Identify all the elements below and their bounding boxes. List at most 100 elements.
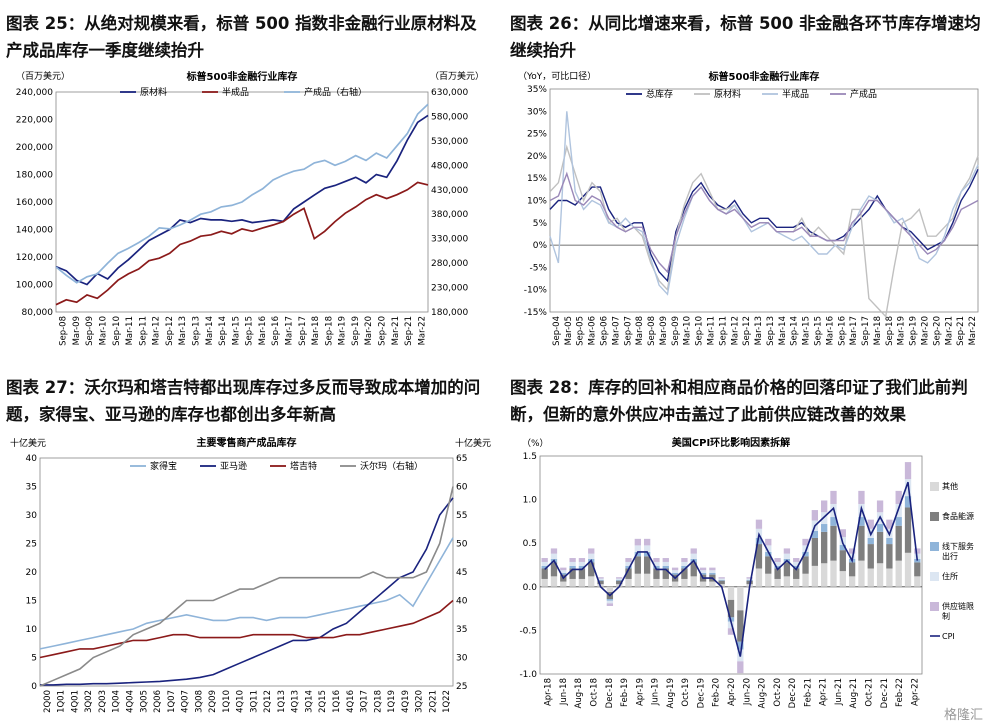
bar-segment	[802, 545, 809, 552]
x-tick-label: Mar-19	[897, 316, 907, 345]
bar-segment	[643, 551, 651, 557]
bar-segment	[653, 561, 660, 566]
y-axis-unit: （YoY，可比口径）	[518, 70, 596, 82]
x-tick-label: Mar-08	[635, 316, 645, 345]
legend-label: 半成品	[782, 88, 809, 100]
x-tick-label: Sep-12	[742, 316, 752, 346]
bar-segment	[690, 548, 697, 554]
x-tick-label: 3Q02	[84, 690, 94, 713]
bar-segment	[839, 544, 846, 551]
bar-segment	[867, 544, 874, 569]
bar-segment	[886, 568, 893, 587]
bar-segment	[653, 578, 660, 587]
y-tick-label: 25%	[527, 130, 547, 140]
bar-segment	[783, 576, 791, 587]
x-tick-label: Mar-15	[802, 316, 812, 345]
legend-label: 家得宝	[150, 460, 177, 472]
x-tick-label: Oct-21	[865, 678, 875, 707]
y2-tick-label: 430,000	[431, 186, 468, 196]
bar-segment	[625, 558, 632, 562]
x-tick-label: Mar-12	[730, 316, 740, 345]
bar-segment	[811, 565, 819, 587]
bar-segment	[793, 578, 800, 587]
y-tick-label: 10%	[527, 197, 547, 207]
x-tick-label: Dec-19	[696, 678, 706, 708]
bar-segment	[588, 562, 595, 577]
panel-4: 图表 28：库存的回补和相应商品价格的回落印证了我们此前判断，但新的意外供应冲击…	[496, 364, 991, 727]
y-tick-label: 1.5	[523, 452, 537, 462]
bar-segment	[709, 567, 716, 571]
panel-2: 图表 26：从同比增速来看，标普 500 非金融各环节库存增速均继续抬升 标普5…	[496, 0, 991, 364]
y-tick-label: 30%	[527, 107, 547, 117]
bar-segment	[774, 568, 781, 579]
bar-segment	[737, 610, 744, 642]
bar-segment	[606, 586, 614, 593]
x-tick-label: Mar-18	[311, 316, 321, 345]
bar-segment	[653, 565, 660, 569]
y2-tick-label: 45	[456, 568, 467, 578]
y-tick-label: -5%	[529, 263, 547, 273]
bar-segment	[783, 562, 791, 577]
bar-segment	[541, 558, 548, 562]
x-tick-label: Dec-21	[880, 678, 890, 708]
bar-segment	[569, 558, 576, 562]
bar-segment	[569, 578, 576, 587]
y2-axis-unit: 十亿美元	[455, 437, 491, 449]
bar-segment	[839, 529, 846, 538]
bar-segment	[541, 565, 548, 569]
y-tick-label: -15%	[524, 308, 548, 318]
bar-segment	[886, 537, 893, 545]
bar-segment	[560, 570, 567, 573]
panel-1: 图表 25：从绝对规模来看，标普 500 指数非金融行业原材料及产成品库存一季度…	[0, 0, 495, 364]
legend-label-line: 出行	[942, 551, 958, 561]
x-tick-label: Feb-22	[895, 678, 905, 707]
bar-segment	[643, 556, 651, 574]
chart-title: 标普500非金融行业库存	[186, 70, 298, 83]
bar-segment	[876, 531, 884, 564]
bar-segment	[634, 538, 641, 546]
legend-label-line: 住所	[942, 571, 958, 581]
legend-label: 食品能源	[942, 511, 974, 521]
y-tick-label: 140,000	[16, 226, 53, 236]
bar-segment	[811, 530, 819, 538]
bar-segment	[634, 551, 641, 557]
bar-segment	[662, 568, 669, 579]
x-tick-label: Sep-20	[378, 316, 388, 346]
x-tick-label: Jun-21	[834, 678, 844, 706]
bar-segment	[904, 462, 912, 480]
x-tick-label: 4Q04	[125, 690, 135, 713]
bar-segment	[737, 661, 744, 674]
x-tick-label: 3Q11	[249, 690, 259, 713]
bar-segment	[727, 621, 735, 629]
y-axis-unit: （%）	[522, 438, 549, 449]
bar-segment	[616, 580, 623, 585]
bar-segment	[625, 568, 632, 579]
x-tick-label: Apr-20	[727, 678, 737, 706]
x-tick-label: Oct-20	[773, 678, 783, 707]
y-tick-label: 10	[26, 625, 38, 635]
x-tick-label: Sep-18	[324, 316, 334, 346]
bar-segment	[783, 553, 791, 559]
y-tick-label: 80,000	[22, 308, 54, 318]
plot-frame	[549, 88, 979, 313]
legend-label: 原材料	[140, 86, 167, 98]
bar-segment	[802, 551, 809, 557]
bar-segment	[616, 579, 623, 581]
bar-segment	[876, 563, 884, 587]
y2-tick-label: 530,000	[431, 137, 468, 147]
series-line	[549, 144, 979, 319]
x-tick-label: 2Q06	[153, 690, 163, 713]
legend-label: 塔吉特	[290, 460, 317, 472]
chart-4: 美国CPI环比影响因素拆解 （%） -1.0 -0.5 0.0 0.5 1.0 1.5 Apr-…	[519, 436, 974, 708]
x-tick-label: Mar-13	[178, 316, 188, 345]
x-tick-label: 3Q17	[360, 690, 370, 713]
bar-segment	[746, 579, 753, 581]
bar-segment	[802, 556, 809, 574]
x-tick-label: Dec-18	[605, 678, 615, 708]
y2-tick-label: 40	[456, 597, 468, 607]
bar-segment	[914, 558, 921, 563]
bar-segment	[690, 562, 697, 577]
bar-segment	[914, 562, 921, 577]
x-tick-label: 2Q15	[318, 690, 328, 713]
bar-segment	[737, 586, 744, 611]
